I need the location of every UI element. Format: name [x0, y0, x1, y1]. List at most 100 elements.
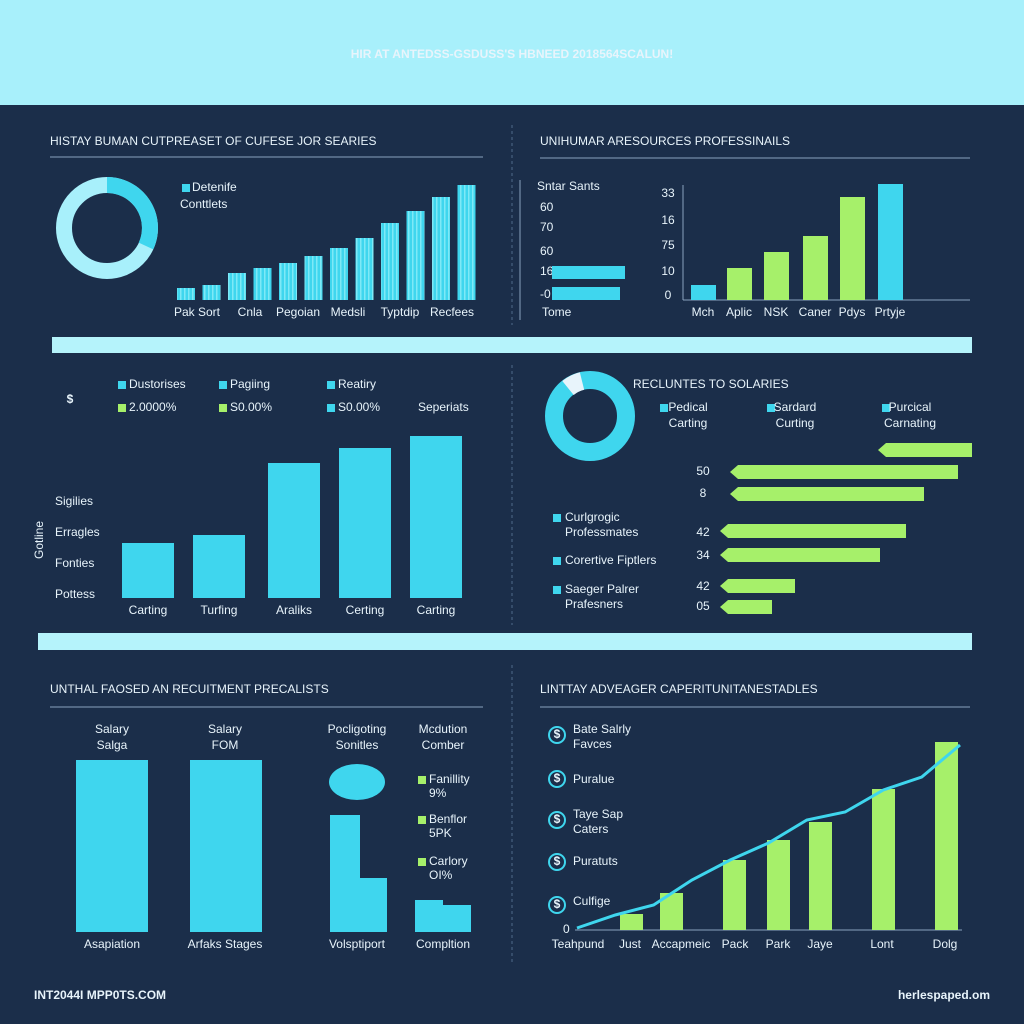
category-label: Pdys — [839, 305, 866, 319]
legend-label: Culfige — [573, 894, 611, 908]
legend-swatch — [553, 557, 561, 565]
blob — [329, 764, 385, 800]
bar — [767, 840, 790, 930]
tick-label: 75 — [661, 238, 675, 252]
category-label: Typtdip — [381, 305, 420, 319]
tick-label: 16 — [540, 264, 554, 278]
bar — [76, 760, 148, 932]
legend-label: Pagiing — [230, 377, 270, 391]
icon-glyph: $ — [554, 727, 561, 741]
legend-swatch — [418, 776, 426, 784]
column-header: Mcdution — [419, 722, 468, 736]
category-label: Carting — [417, 603, 456, 617]
axis-label: Fonties — [55, 556, 94, 570]
mini-title: Sntar Sants — [537, 179, 600, 193]
tick-label: 60 — [540, 244, 554, 258]
bar — [935, 742, 958, 930]
arrow-bar — [720, 548, 880, 562]
icon-glyph: $ — [554, 771, 561, 785]
legend-label: Purcical — [889, 400, 932, 414]
category-label: Dolg — [933, 937, 958, 951]
category-label: Caner — [799, 305, 832, 319]
legend-swatch — [660, 404, 668, 412]
group-label: Corertive Fiptlers — [565, 553, 656, 567]
panel-title: HISTAY BUMAN CUTPREASET OF CUFESE JOR SE… — [50, 134, 377, 148]
legend-label: S0.00% — [338, 400, 380, 414]
legend-swatch — [327, 381, 335, 389]
icon-circle — [548, 896, 566, 914]
bar — [253, 268, 272, 300]
bar — [691, 285, 716, 300]
category-label: Volsptiport — [329, 937, 386, 951]
legend-label: Benflor — [429, 812, 467, 826]
value-label: 50 — [696, 464, 710, 478]
arrow-bar — [720, 524, 906, 538]
category-label: Compltion — [416, 937, 470, 951]
bar — [330, 248, 348, 300]
category-label: Aplic — [726, 305, 752, 319]
panel-title: RECLUNTES TO SOLARIES — [633, 377, 789, 391]
legend-label: Dustorises — [129, 377, 186, 391]
bar — [177, 288, 195, 300]
legend-swatch — [219, 381, 227, 389]
category-label: Carting — [129, 603, 168, 617]
category-label: Teahpund — [552, 937, 605, 951]
axis-label: Sigilies — [55, 494, 93, 508]
tick-label: 0 — [665, 288, 672, 302]
category-label: Lont — [870, 937, 894, 951]
category-label: Park — [766, 937, 792, 951]
legend-swatch — [118, 404, 126, 412]
bar — [304, 256, 323, 300]
column-header: Comber — [422, 738, 465, 752]
bar — [803, 236, 828, 300]
dollar-icon: $ — [67, 392, 74, 406]
panel-title: UNTHAL FAOSED AN RECUITMENT PRECALISTS — [50, 682, 329, 696]
arrow-bar — [878, 443, 972, 457]
axis-label: Erragles — [55, 525, 100, 539]
icon-circle — [548, 853, 566, 871]
bar — [228, 273, 246, 300]
separator — [38, 633, 972, 650]
category-label: Prtyje — [875, 305, 906, 319]
legend-label: Sardard — [774, 400, 817, 414]
bar — [620, 914, 643, 930]
bar — [193, 535, 245, 598]
tick-label: 16 — [661, 213, 675, 227]
arrow-bar — [730, 465, 958, 479]
category-label: Araliks — [276, 603, 312, 617]
legend-label: Bate Salrly — [573, 722, 631, 736]
bar — [415, 900, 443, 932]
category-label: Accapmeic — [652, 937, 711, 951]
category-label: Arfaks Stages — [188, 937, 263, 951]
tick-label: -0 — [540, 287, 551, 301]
category-label: Pack — [722, 937, 750, 951]
bar — [457, 185, 476, 300]
bar — [552, 287, 620, 300]
tick-label: 60 — [540, 200, 554, 214]
column-header: Salary — [208, 722, 242, 736]
legend-label: Carlory — [429, 854, 468, 868]
bar — [840, 197, 865, 300]
bar — [432, 197, 450, 300]
legend-label: Conttlets — [180, 197, 227, 211]
category-label: Just — [619, 937, 642, 951]
bar — [872, 789, 895, 930]
bar — [552, 266, 625, 279]
column-header: FOM — [212, 738, 239, 752]
icon-glyph: $ — [554, 897, 561, 911]
category-label: Pegoian — [276, 305, 320, 319]
icon-glyph: $ — [554, 812, 561, 826]
category-label: Certing — [346, 603, 385, 617]
arrow-bar — [730, 487, 924, 501]
column-header: Pocligoting — [328, 722, 387, 736]
trend-line — [576, 743, 961, 930]
legend-label: Favces — [573, 737, 612, 751]
category-label: Recfees — [430, 305, 474, 319]
bar — [360, 878, 387, 932]
legend-swatch — [553, 514, 561, 522]
tick-label: 33 — [661, 186, 675, 200]
category-label: Turfing — [201, 603, 238, 617]
value-label: 42 — [696, 525, 710, 539]
category-label: Cnla — [238, 305, 263, 319]
